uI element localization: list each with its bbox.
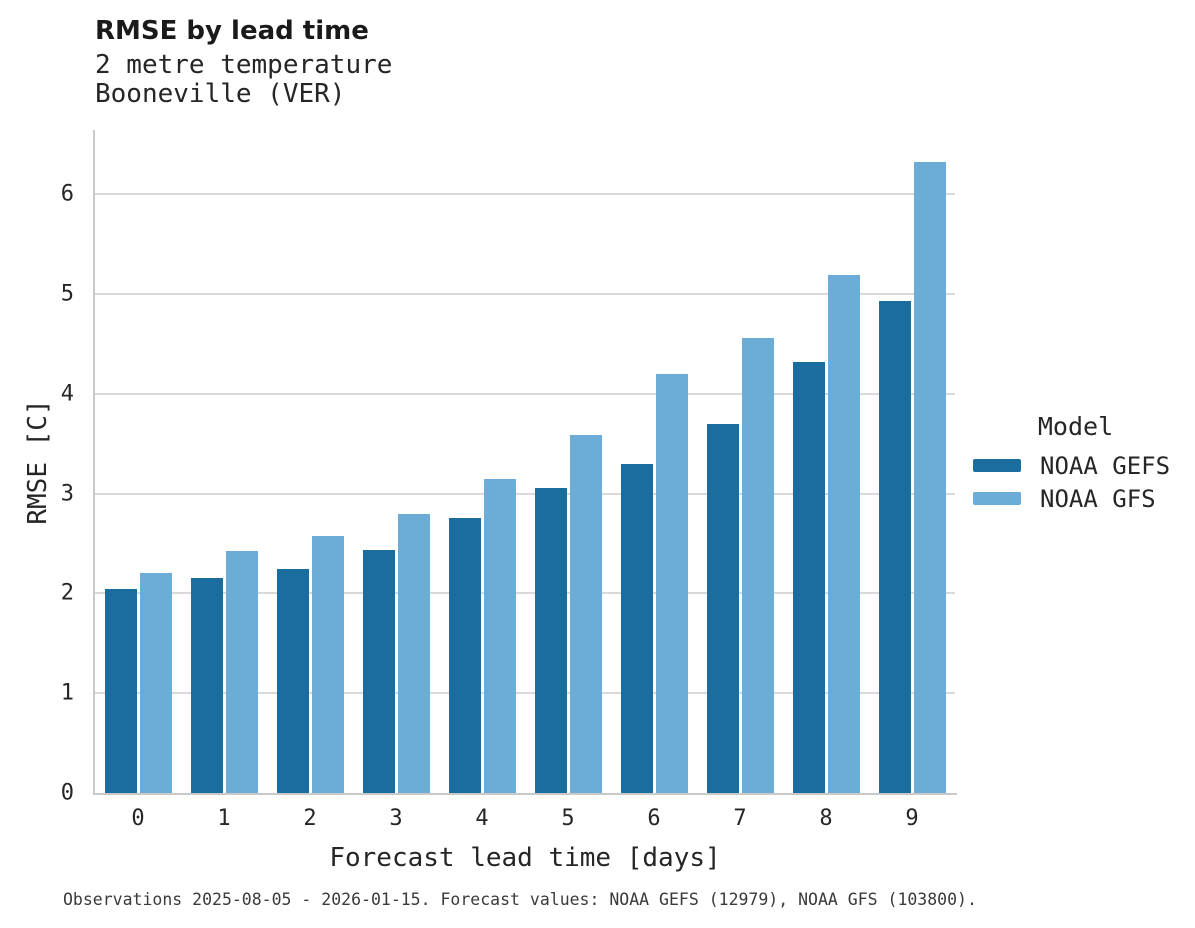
y-tick-label-0: 0 <box>60 780 74 806</box>
legend-title: Model <box>1037 412 1114 441</box>
x-tick-label-2: 2 <box>303 806 317 831</box>
legend-item-noaa-gefs: NOAA GEFS <box>973 449 1178 482</box>
bar-noaa-gfs-day-6 <box>655 373 688 793</box>
y-tick-label-5: 5 <box>60 281 74 307</box>
bar-group-day-0 <box>95 130 181 793</box>
legend-label: NOAA GFS <box>1040 484 1156 513</box>
bar-noaa-gfs-day-7 <box>741 338 774 793</box>
bar-group-day-3 <box>353 130 439 793</box>
x-tick-label-0: 0 <box>131 806 145 831</box>
gridline-1 <box>95 692 955 695</box>
chart-subtitle-station: Booneville (VER) <box>95 79 346 109</box>
gridline-4 <box>95 392 955 395</box>
bar-group-day-9 <box>869 130 955 793</box>
y-tick-label-3: 3 <box>60 481 74 507</box>
bar-noaa-gfs-day-3 <box>397 513 430 793</box>
x-tick-label-5: 5 <box>561 806 575 831</box>
bar-noaa-gfs-day-9 <box>913 162 946 793</box>
bar-noaa-gfs-day-0 <box>139 572 172 793</box>
bar-noaa-gfs-day-8 <box>827 275 860 793</box>
y-tick-label-4: 4 <box>60 381 74 407</box>
bar-noaa-gfs-day-5 <box>569 434 602 793</box>
bar-noaa-gefs-day-1 <box>190 577 223 793</box>
bar-noaa-gfs-day-4 <box>483 478 516 793</box>
chart-title: RMSE by lead time <box>95 16 369 46</box>
bar-noaa-gfs-day-2 <box>311 535 344 793</box>
bar-noaa-gfs-day-1 <box>225 550 258 793</box>
plot-area <box>95 130 955 793</box>
x-tick-label-3: 3 <box>389 806 403 831</box>
y-tick-label-2: 2 <box>60 580 74 606</box>
bar-noaa-gefs-day-7 <box>706 423 739 793</box>
y-tick-label-6: 6 <box>60 181 74 207</box>
x-tick-label-9: 9 <box>905 806 919 831</box>
x-axis-spine <box>93 793 957 795</box>
bar-group-day-7 <box>697 130 783 793</box>
y-tick-labels: 0 1 2 3 4 5 6 <box>0 130 74 806</box>
legend-label: NOAA GEFS <box>1040 451 1171 480</box>
bar-group-day-4 <box>439 130 525 793</box>
bar-noaa-gefs-day-2 <box>276 568 309 793</box>
x-tick-label-1: 1 <box>217 806 231 831</box>
bar-noaa-gefs-day-3 <box>362 549 395 793</box>
bar-group-day-1 <box>181 130 267 793</box>
legend: Model NOAA GEFS NOAA GFS <box>973 412 1178 515</box>
bar-noaa-gefs-day-9 <box>878 301 911 793</box>
y-tick-label-1: 1 <box>60 680 74 706</box>
gridline-6 <box>95 193 955 196</box>
bar-noaa-gefs-day-4 <box>448 517 481 793</box>
gridline-2 <box>95 592 955 595</box>
x-tick-labels: 0 1 2 3 4 5 6 7 8 9 <box>95 806 955 834</box>
chart-subtitle-variable: 2 metre temperature <box>95 50 393 80</box>
x-axis-label: Forecast lead time [days] <box>329 843 721 873</box>
bar-noaa-gefs-day-6 <box>620 463 653 793</box>
x-tick-label-7: 7 <box>733 806 747 831</box>
bar-noaa-gefs-day-0 <box>104 589 137 793</box>
y-axis-spine <box>93 130 95 795</box>
legend-item-noaa-gfs: NOAA GFS <box>973 482 1178 515</box>
legend-swatch <box>973 492 1021 505</box>
gridline-5 <box>95 293 955 296</box>
caption: Observations 2025-08-05 - 2026-01-15. Fo… <box>63 890 977 909</box>
bar-noaa-gefs-day-5 <box>534 487 567 793</box>
x-tick-label-4: 4 <box>475 806 489 831</box>
bar-group-day-2 <box>267 130 353 793</box>
legend-swatch <box>973 459 1021 472</box>
x-tick-label-6: 6 <box>647 806 661 831</box>
bar-group-day-8 <box>783 130 869 793</box>
bar-group-day-5 <box>525 130 611 793</box>
bar-noaa-gefs-day-8 <box>792 361 825 793</box>
gridline-3 <box>95 492 955 495</box>
bar-group-day-6 <box>611 130 697 793</box>
x-tick-label-8: 8 <box>819 806 833 831</box>
legend-items: NOAA GEFS NOAA GFS <box>973 449 1178 515</box>
